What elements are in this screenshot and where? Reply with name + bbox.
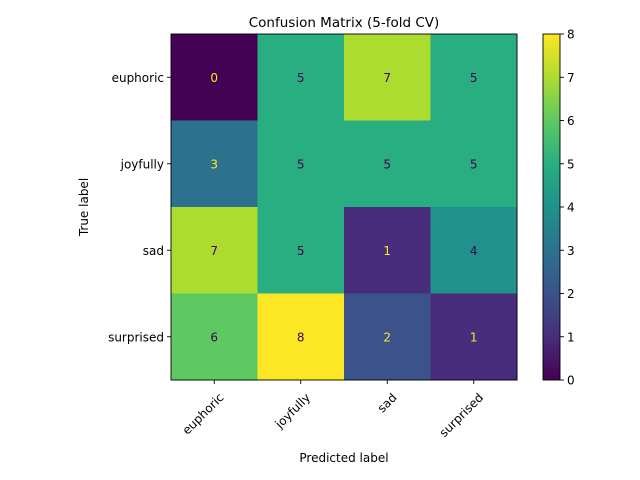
y-tick-label: joyfully <box>120 157 164 171</box>
heatmap-cell <box>171 293 258 381</box>
cell-value-label: 4 <box>470 244 478 258</box>
cell-value-label: 6 <box>210 330 218 344</box>
cell-value-label: 5 <box>297 244 305 258</box>
colorbar-tick-label: 4 <box>567 201 575 215</box>
heatmap-cells <box>171 34 518 381</box>
cell-value-label: 5 <box>297 157 305 171</box>
heatmap-cell <box>257 120 345 208</box>
colorbar <box>542 33 561 381</box>
x-tick-label: sad <box>375 390 400 415</box>
cell-value-label: 5 <box>383 157 391 171</box>
cell-value-label: 7 <box>383 71 391 85</box>
cell-value-label: 2 <box>383 330 391 344</box>
heatmap-cell <box>430 120 518 208</box>
cell-value-labels: 0 5 7 5 3 5 5 5 7 5 1 4 6 8 2 1 <box>210 71 477 345</box>
x-axis-ticks: euphoric joyfully sad surprised <box>180 380 486 440</box>
colorbar-tick-label: 8 <box>567 28 575 42</box>
x-tick-label: joyfully <box>272 390 313 431</box>
cell-value-label: 1 <box>470 330 478 344</box>
cell-value-label: 1 <box>383 244 391 258</box>
cell-value-label: 8 <box>297 330 305 344</box>
heatmap-cell <box>171 207 258 294</box>
y-axis-label: True label <box>77 178 91 237</box>
heatmap-cell <box>344 207 431 294</box>
heatmap-cell <box>171 34 258 121</box>
heatmap-cell <box>430 207 518 294</box>
heatmap-cell <box>257 207 345 294</box>
cell-value-label: 5 <box>297 71 305 85</box>
x-tick-label: surprised <box>437 390 486 439</box>
heatmap-cell <box>344 293 431 381</box>
colorbar-tick-label: 5 <box>567 157 575 171</box>
cell-value-label: 0 <box>210 71 218 85</box>
colorbar-tick-label: 1 <box>567 330 575 344</box>
y-axis-ticks: euphoric joyfully sad surprised <box>108 71 171 344</box>
y-tick-label: sad <box>143 244 164 258</box>
heatmap-cell <box>344 120 431 208</box>
x-tick-label: euphoric <box>180 390 227 437</box>
y-tick-label: surprised <box>108 330 164 344</box>
cell-value-label: 5 <box>470 71 478 85</box>
heatmap-cell <box>257 293 345 381</box>
y-tick-label: euphoric <box>112 71 164 85</box>
cell-value-label: 3 <box>210 157 218 171</box>
colorbar-tick-label: 3 <box>567 244 575 258</box>
heatmap-cell <box>344 34 431 121</box>
plot-frame <box>170 33 518 381</box>
colorbar-tick-label: 2 <box>567 287 575 301</box>
colorbar-tick-label: 6 <box>567 114 575 128</box>
heatmap-cell <box>257 34 345 121</box>
colorbar-ticks: 0 1 2 3 4 5 6 7 8 <box>560 28 575 388</box>
heatmap-cell <box>430 293 518 381</box>
cell-value-label: 7 <box>210 244 218 258</box>
heatmap-cell <box>171 120 258 208</box>
x-axis-label: Predicted label <box>299 451 388 465</box>
heatmap-cell <box>430 34 518 121</box>
colorbar-tick-label: 0 <box>567 374 575 388</box>
chart-title: Confusion Matrix (5-fold CV) <box>249 15 440 31</box>
colorbar-tick-label: 7 <box>567 71 575 85</box>
cell-value-label: 5 <box>470 157 478 171</box>
